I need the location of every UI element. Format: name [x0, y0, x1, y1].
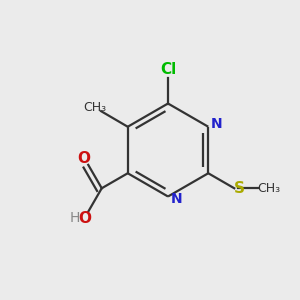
Text: Cl: Cl	[160, 61, 176, 76]
Text: H: H	[70, 211, 80, 225]
Text: CH₃: CH₃	[83, 101, 106, 114]
Text: CH₃: CH₃	[257, 182, 280, 195]
Text: O: O	[77, 151, 90, 166]
Text: O: O	[79, 211, 92, 226]
Text: S: S	[234, 181, 245, 196]
Text: N: N	[171, 192, 182, 206]
Text: N: N	[211, 117, 223, 131]
